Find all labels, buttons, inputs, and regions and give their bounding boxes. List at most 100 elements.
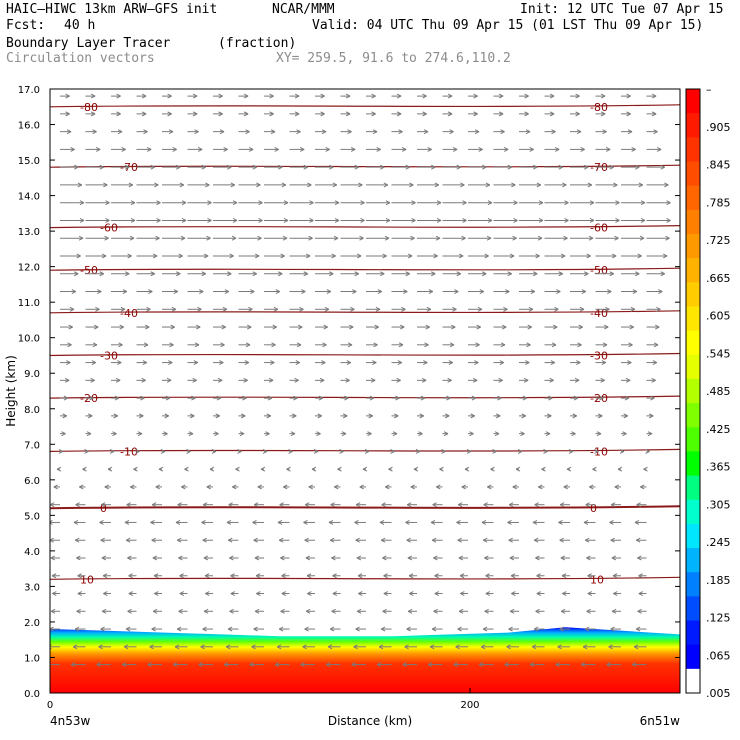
wind-vector: [60, 164, 79, 170]
vector-head: [90, 93, 96, 99]
wind-vector: [621, 306, 636, 312]
wind-vector: [391, 164, 410, 170]
wind-vector: [340, 271, 359, 277]
vector-head: [651, 111, 657, 117]
wind-vector: [187, 395, 196, 401]
wind-vector: [519, 324, 532, 330]
wind-vector: [331, 608, 341, 614]
wind-vector: [85, 200, 110, 206]
vector-head: [101, 253, 107, 259]
wind-vector: [646, 253, 668, 259]
vector-head: [385, 200, 391, 206]
vector-head: [478, 662, 484, 668]
wind-vector: [238, 253, 260, 259]
vector-head: [329, 537, 335, 543]
vector-head: [144, 324, 150, 330]
vector-head: [282, 235, 288, 241]
wind-vector: [280, 608, 290, 614]
wind-vector: [289, 306, 304, 312]
vector-head: [371, 93, 376, 99]
vector-head: [578, 324, 583, 330]
wind-vector: [570, 129, 582, 135]
vector-head: [601, 360, 607, 366]
y-tick-label: 4.0: [24, 547, 40, 558]
wind-vector: [366, 182, 389, 188]
wind-vector: [366, 289, 383, 294]
wind-vector: [205, 591, 213, 596]
wind-vector: [74, 626, 86, 632]
vector-head: [407, 555, 413, 561]
wind-vector: [187, 111, 198, 117]
wind-vector: [646, 360, 658, 366]
wind-vector: [487, 484, 494, 490]
vector-head: [415, 448, 421, 454]
vector-head: [70, 146, 75, 152]
vector-head: [512, 235, 517, 241]
vector-head: [526, 342, 531, 348]
vector-head: [538, 484, 543, 490]
wind-vector: [391, 182, 414, 188]
vector-head: [277, 520, 283, 525]
vector-head: [380, 626, 386, 632]
y-tick-label: 10.0: [18, 334, 40, 345]
vector-head: [342, 413, 348, 419]
vector-head: [50, 644, 52, 650]
vector-head: [430, 520, 436, 525]
wind-vector: [391, 377, 401, 383]
vector-head: [265, 431, 270, 437]
wind-vector: [355, 537, 366, 543]
colorbar-swatch: [686, 523, 700, 549]
wind-vector: [583, 520, 596, 525]
vector-head: [52, 591, 57, 596]
wind-vector: [621, 218, 646, 223]
wind-vector: [264, 289, 281, 294]
vector-head: [103, 182, 108, 188]
vector-head: [551, 129, 556, 135]
vector-head: [281, 591, 287, 596]
vector-head: [155, 235, 160, 241]
wind-vector: [646, 413, 654, 419]
wind-vector: [510, 573, 519, 579]
wind-vector: [60, 431, 66, 437]
wind-vector: [264, 253, 285, 259]
wind-vector: [101, 608, 111, 614]
vector-head: [319, 377, 325, 383]
wind-vector: [354, 520, 366, 525]
vector-head: [610, 537, 615, 543]
wind-vector: [340, 306, 355, 312]
vector-head: [634, 520, 640, 525]
wind-vector: [260, 466, 266, 472]
wind-vector: [535, 555, 545, 561]
wind-vector: [77, 591, 86, 596]
vector-head: [293, 395, 298, 401]
vector-head: [520, 431, 525, 437]
vector-head: [515, 466, 521, 472]
vector-head: [536, 182, 542, 188]
wind-vector: [85, 111, 96, 117]
wind-vector: [638, 573, 647, 579]
vector-head: [109, 448, 115, 454]
vector-head: [71, 289, 77, 294]
wind-vector: [493, 431, 500, 437]
wind-vector: [621, 289, 638, 294]
vector-head: [431, 164, 436, 170]
vector-head: [656, 146, 662, 152]
vector-head: [536, 573, 541, 579]
wind-vector: [60, 218, 85, 223]
vector-head: [380, 271, 385, 277]
wind-vector: [315, 271, 334, 277]
vector-head: [146, 146, 152, 152]
vector-head: [163, 431, 168, 437]
vector-head: [395, 395, 400, 401]
wind-vector: [427, 662, 443, 668]
wind-vector: [264, 129, 276, 135]
wind-vector: [73, 520, 86, 525]
vector-head: [332, 182, 338, 188]
wind-vector: [586, 608, 596, 614]
vector-head: [532, 520, 538, 525]
colorbar-label: .305: [706, 498, 731, 511]
wind-vector: [147, 662, 162, 668]
vector-head: [345, 111, 351, 117]
colorbar-label: .425: [706, 423, 731, 436]
vector-head: [296, 342, 302, 348]
